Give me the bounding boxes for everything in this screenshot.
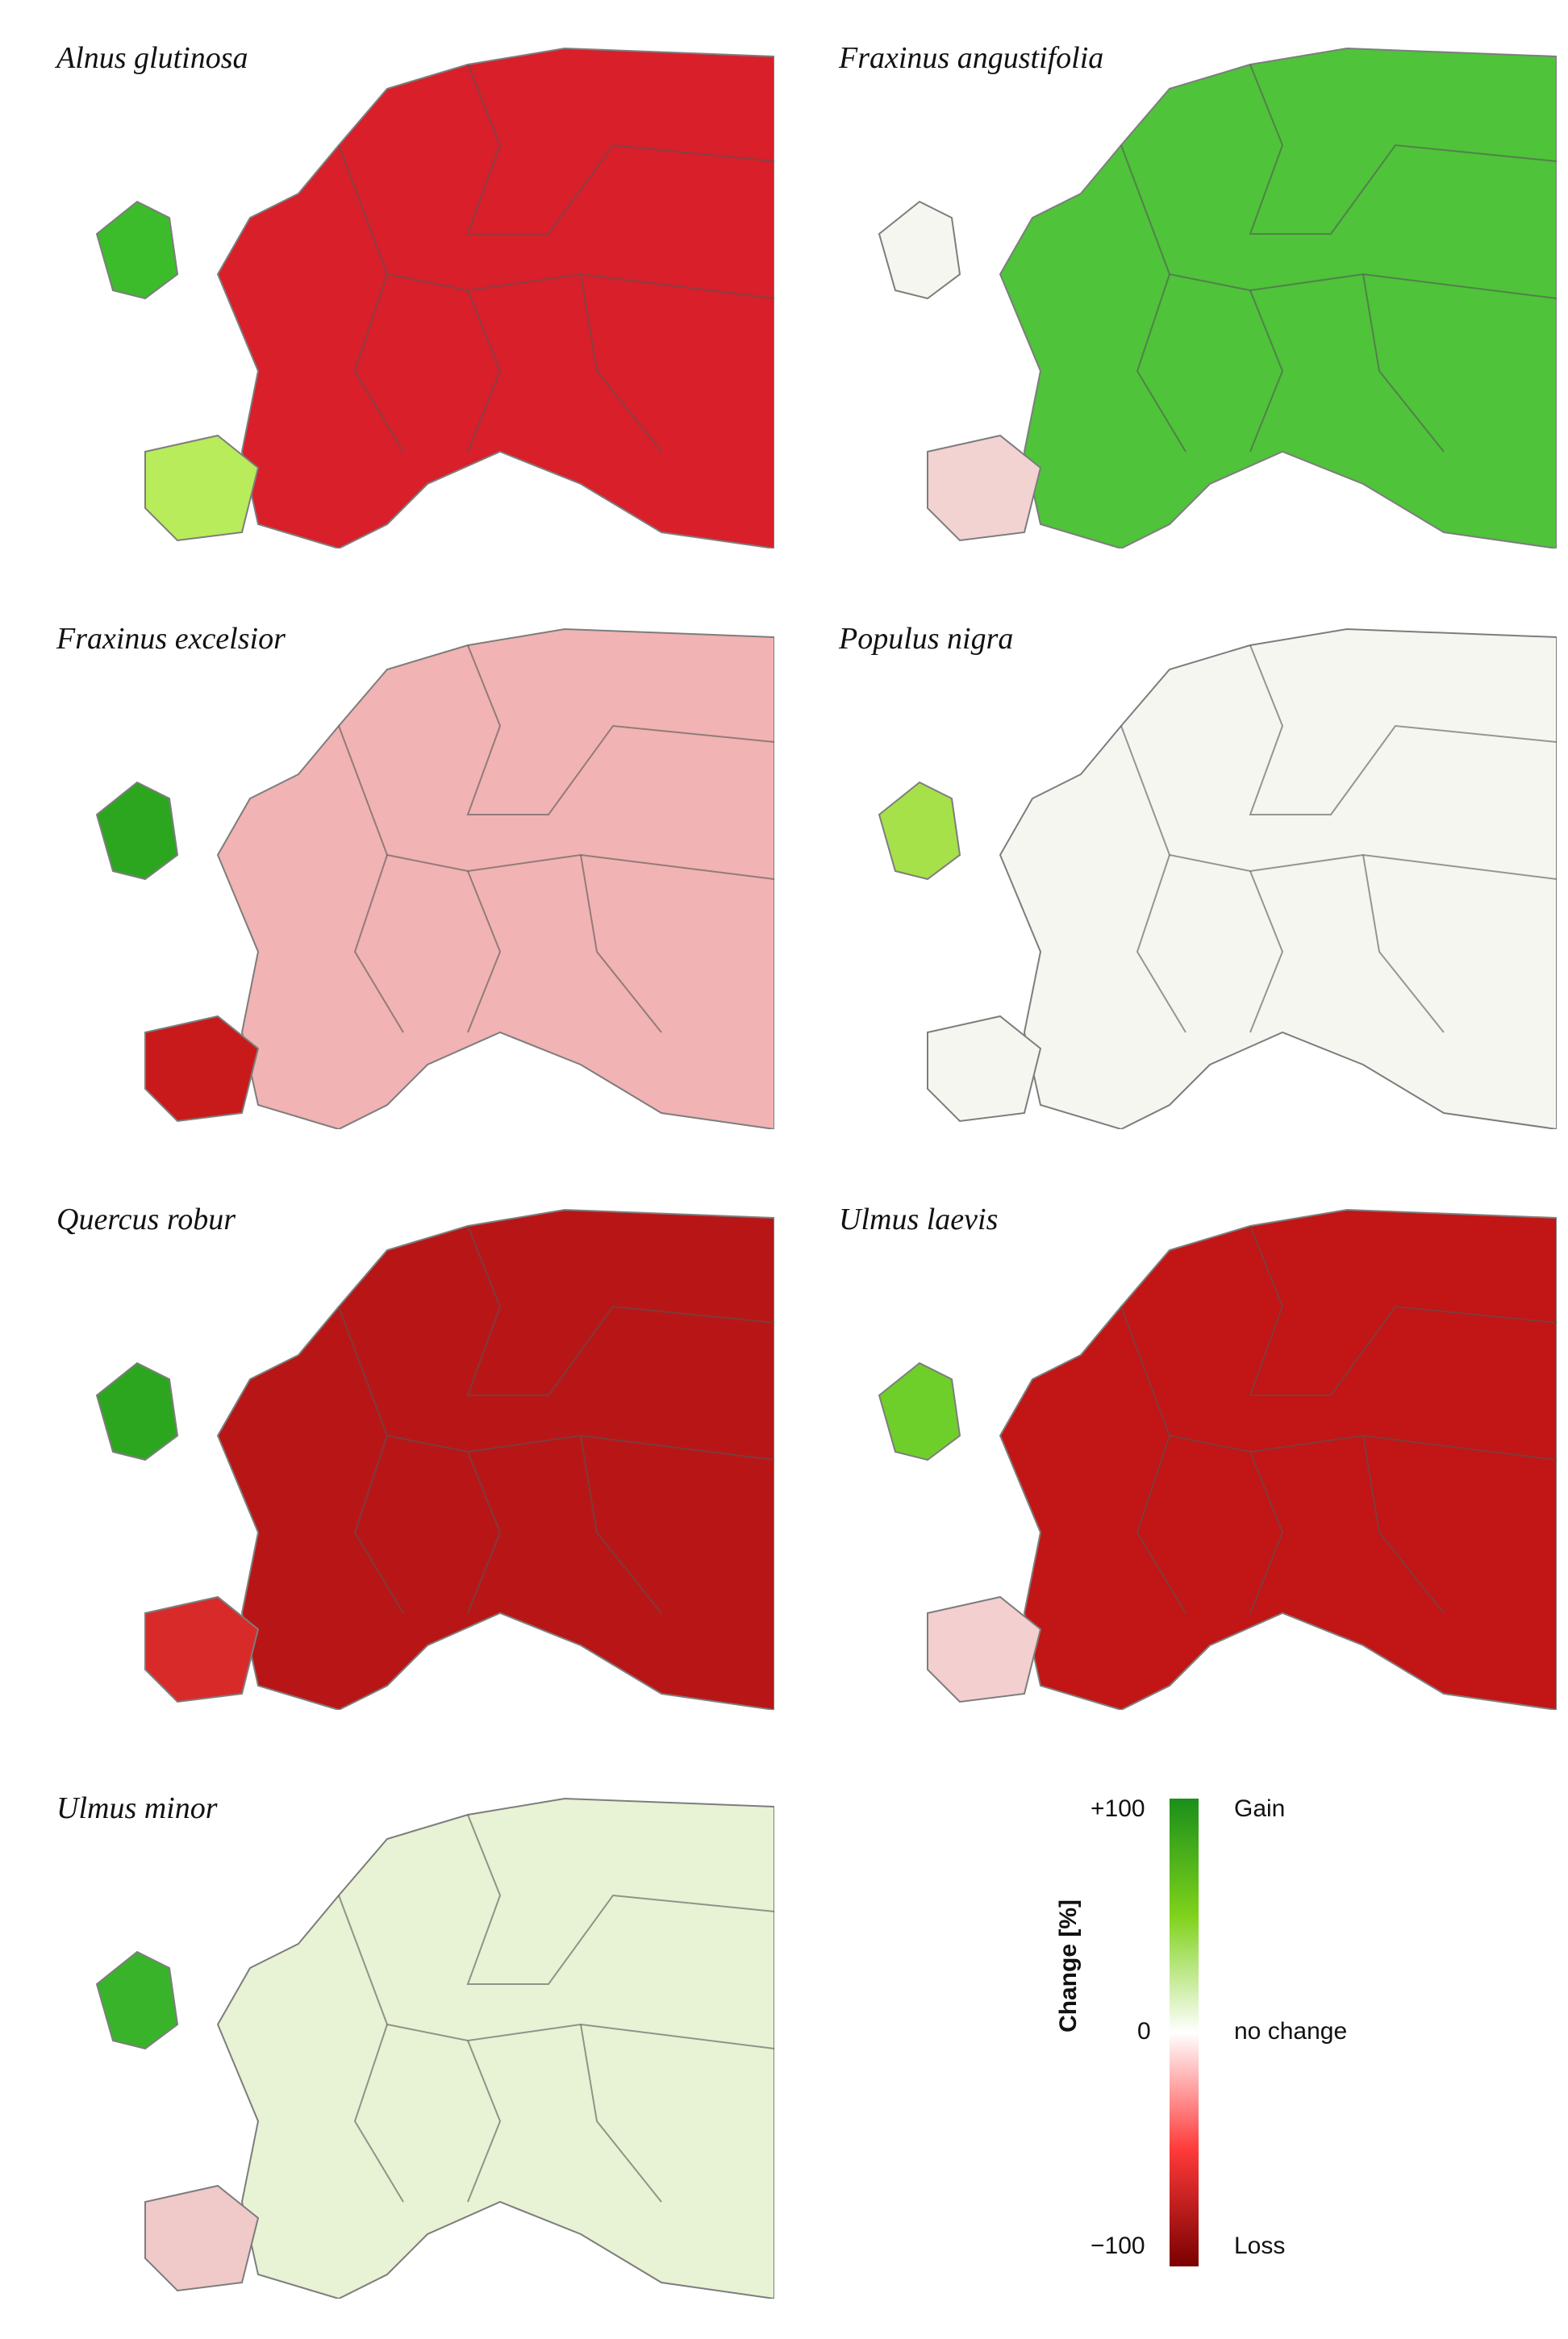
map-panel-fraxinus-excelsior: Fraxinus excelsior [48, 613, 774, 1129]
panel-title: Quercus robur [56, 1203, 236, 1236]
panel-title: Fraxinus angustifolia [839, 41, 1104, 75]
country-borders [1120, 644, 1557, 1033]
legend-axis-label: Change [%] [1055, 1899, 1082, 2033]
country-borders [338, 1225, 774, 1614]
panel-title: Fraxinus excelsior [56, 622, 286, 656]
country-borders [1120, 1225, 1557, 1614]
europe-map [878, 627, 1557, 1129]
country-borders [338, 1814, 774, 2203]
map-panel-quercus-robur: Quercus robur [48, 1194, 774, 1710]
change-legend: Change [%] +100 0 −100 Gain no change Lo… [1016, 1791, 1468, 2291]
country-borders [1120, 64, 1557, 452]
panel-title: Alnus glutinosa [56, 41, 248, 75]
legend-color-bar [1170, 1799, 1199, 2266]
europe-map [878, 47, 1557, 548]
panel-title: Populus nigra [839, 622, 1014, 656]
map-panel-populus-nigra: Populus nigra [831, 613, 1557, 1129]
legend-max-label: +100 [1091, 1795, 1145, 1822]
country-borders [338, 644, 774, 1033]
map-panel-ulmus-minor: Ulmus minor [48, 1782, 774, 2299]
europe-map [95, 47, 774, 548]
legend-min-label: −100 [1091, 2233, 1145, 2259]
country-borders [338, 64, 774, 452]
legend-loss-label: Loss [1234, 2233, 1286, 2259]
map-panel-alnus-glutinosa: Alnus glutinosa [48, 32, 774, 548]
europe-map [878, 1208, 1557, 1710]
map-panel-fraxinus-angustifolia: Fraxinus angustifolia [831, 32, 1557, 548]
europe-map [95, 627, 774, 1129]
map-panel-ulmus-laevis: Ulmus laevis [831, 1194, 1557, 1710]
legend-gain-label: Gain [1234, 1795, 1286, 1822]
europe-map [95, 1797, 774, 2299]
legend-no-change-label: no change [1234, 2018, 1348, 2045]
panel-title: Ulmus minor [56, 1791, 218, 1825]
panel-title: Ulmus laevis [839, 1203, 999, 1236]
legend-mid-label: 0 [1137, 2018, 1151, 2045]
europe-map [95, 1208, 774, 1710]
